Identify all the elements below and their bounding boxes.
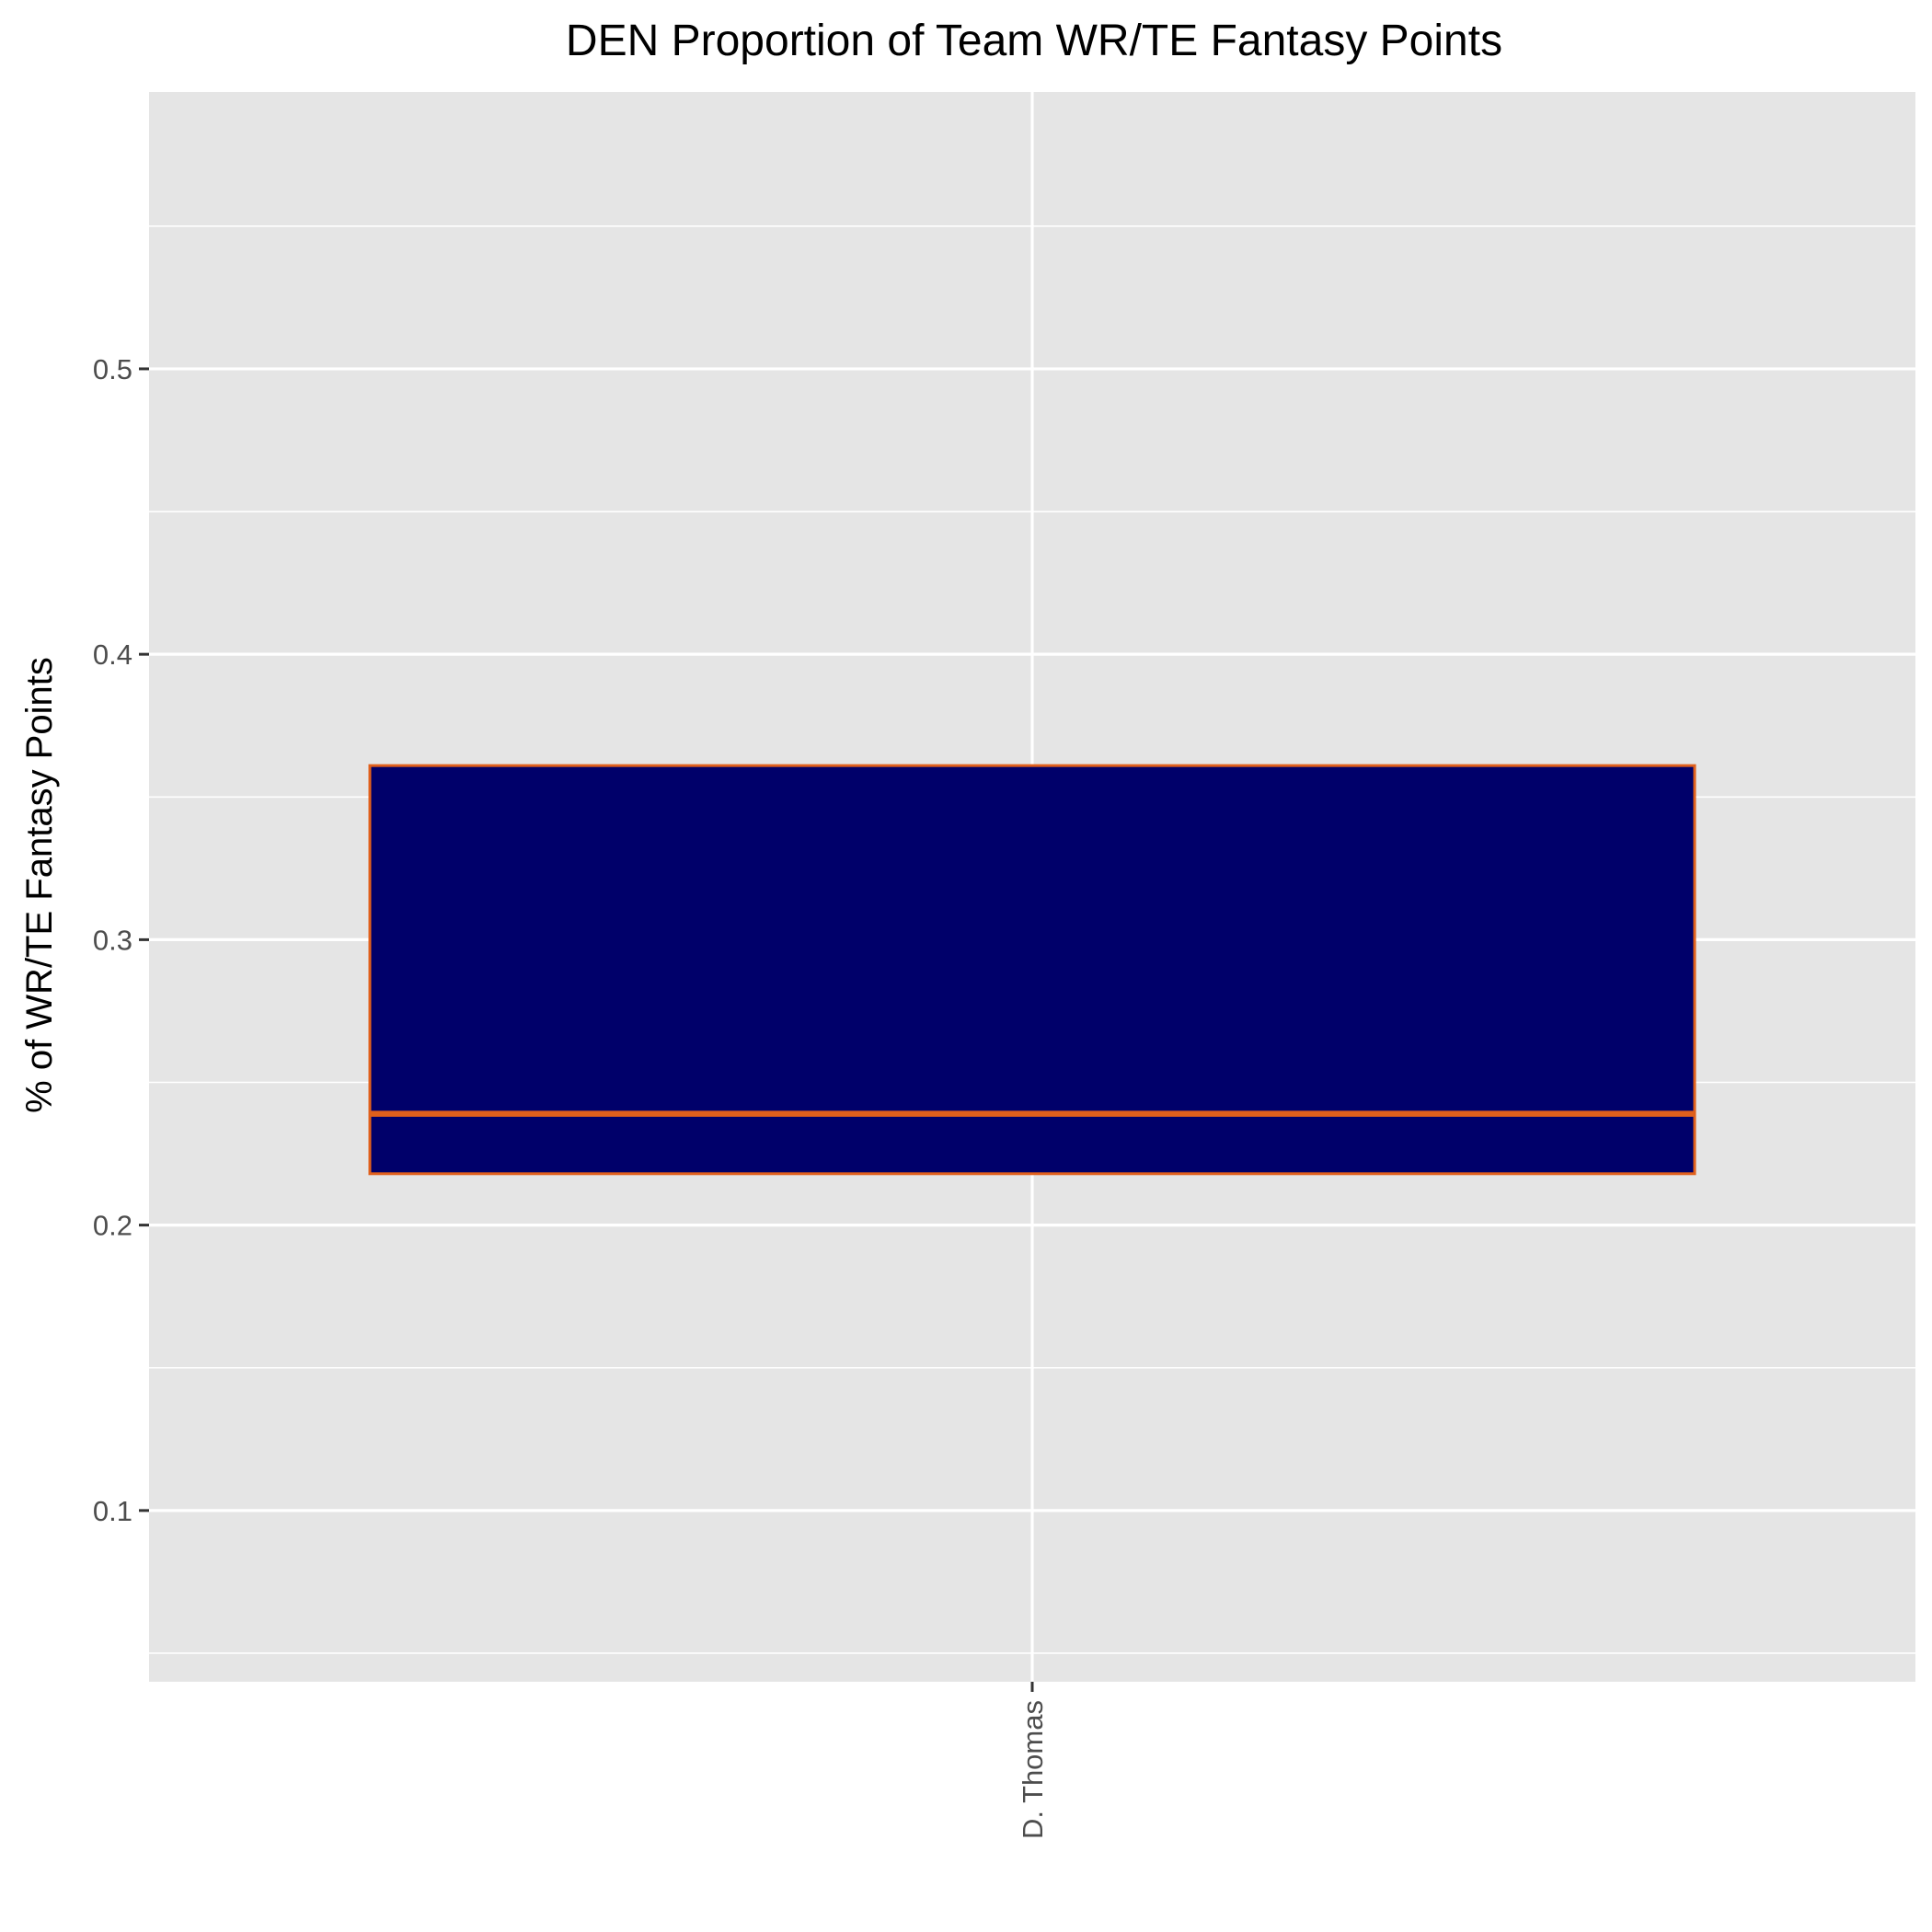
y-tick-label: 0.4 [93,638,132,671]
chart-title: DEN Proportion of Team WR/TE Fantasy Poi… [566,17,1502,65]
box-iqr-d-thomas [368,764,1696,1176]
y-tick-label: 0.2 [93,1210,132,1242]
x-tick-label: D. Thomas [1017,1700,1049,1839]
box-layer [368,764,1696,1176]
y-tick-label: 0.3 [93,924,132,956]
y-tick-label: 0.5 [93,353,132,385]
y-tick-label: 0.1 [93,1495,132,1527]
y-axis-title: % of WR/TE Fantasy Points [19,657,60,1113]
axis-layer: 0.1 0.2 0.3 0.4 0.5 D. Thomas [93,353,1049,1839]
